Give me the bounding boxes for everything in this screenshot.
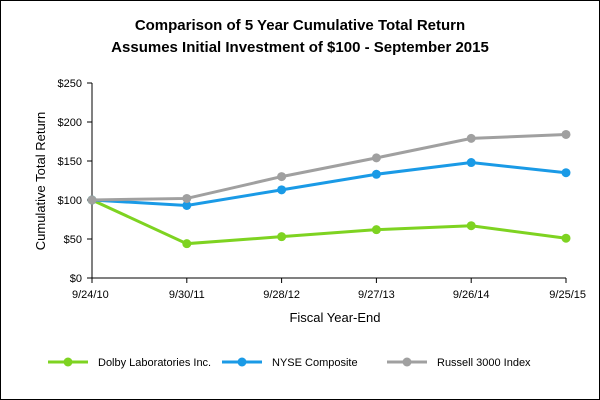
x-tick-label: 9/26/14	[453, 289, 490, 301]
y-tick-label: $0	[70, 273, 82, 285]
data-point-nyse-composite	[561, 168, 571, 178]
legend-marker	[63, 357, 73, 367]
legend-marker	[237, 357, 247, 367]
x-tick-label: 9/25/15	[549, 289, 586, 301]
legend-label: NYSE Composite	[272, 357, 358, 369]
series-line-nyse-composite	[91, 161, 567, 207]
y-axis-label: Cumulative Total Return	[33, 112, 48, 251]
data-point-dolby-laboratories-inc	[371, 225, 381, 235]
data-point-russell-3000-index	[371, 153, 381, 163]
legend-label: Dolby Laboratories Inc.	[98, 357, 211, 369]
data-point-dolby-laboratories-inc	[466, 221, 476, 231]
x-tick-label: 9/27/13	[358, 289, 395, 301]
y-tick-label: $150	[58, 156, 82, 168]
x-tick-label: 9/30/11	[169, 289, 205, 301]
x-tick-label: 9/24/10	[72, 289, 109, 301]
data-point-nyse-composite	[182, 200, 192, 210]
data-point-nyse-composite	[277, 185, 287, 195]
data-point-dolby-laboratories-inc	[561, 233, 571, 243]
data-point-dolby-laboratories-inc	[182, 239, 192, 249]
data-point-russell-3000-index	[277, 172, 287, 182]
chart-subtitle: Assumes Initial Investment of $100 - Sep…	[111, 39, 489, 56]
x-tick-label: 9/28/12	[263, 289, 300, 301]
y-tick-label: $250	[58, 78, 82, 90]
data-point-russell-3000-index	[87, 195, 97, 205]
series-line-dolby-laboratories-inc	[91, 198, 567, 246]
y-tick-label: $100	[58, 195, 82, 207]
series-layer	[87, 129, 571, 249]
data-point-nyse-composite	[466, 158, 476, 168]
legend-label: Russell 3000 Index	[437, 357, 531, 369]
y-axis-ticks: $0 $50 $100 $150 $200 $250	[58, 78, 92, 285]
data-point-russell-3000-index	[561, 129, 571, 139]
data-point-dolby-laboratories-inc	[277, 232, 287, 242]
legend-marker	[402, 357, 412, 367]
x-axis-ticks: 9/24/10 9/30/11 9/28/12 9/27/13 9/26/14 9/25/…	[72, 278, 586, 301]
x-axis-label: Fiscal Year-End	[289, 310, 380, 325]
y-tick-label: $200	[58, 117, 82, 129]
chart-title: Comparison of 5 Year Cumulative Total Re…	[135, 17, 465, 34]
y-tick-label: $50	[64, 234, 82, 246]
data-point-russell-3000-index	[466, 133, 476, 143]
series-line-russell-3000-index	[91, 132, 567, 202]
legend: Dolby Laboratories Inc. NYSE Composite Rus…	[48, 357, 531, 369]
data-point-russell-3000-index	[182, 193, 192, 203]
data-point-nyse-composite	[371, 169, 381, 179]
